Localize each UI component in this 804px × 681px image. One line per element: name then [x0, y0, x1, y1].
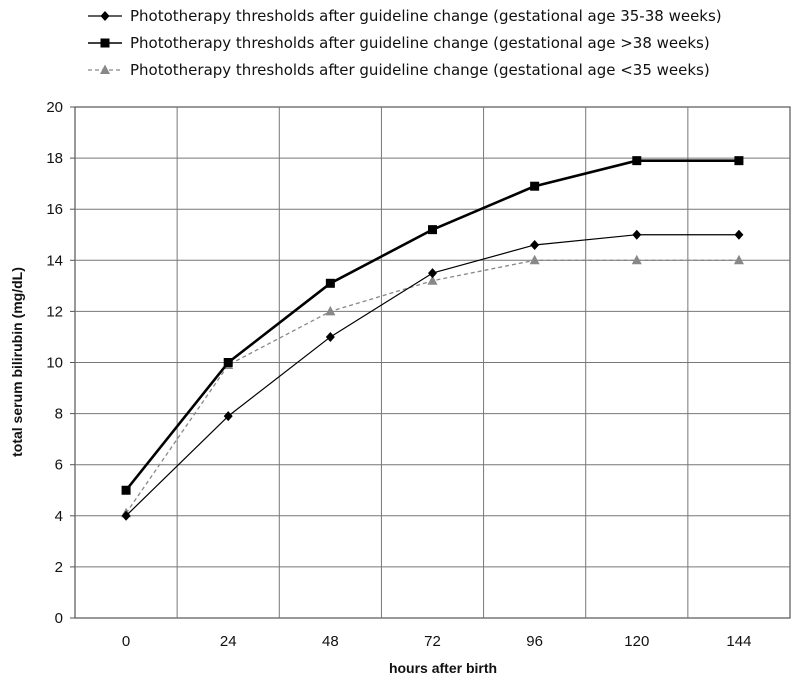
series-square	[121, 156, 744, 495]
x-tick-label: 0	[122, 633, 130, 650]
x-tick-label: 120	[624, 633, 649, 650]
legend-marker-square	[100, 38, 110, 48]
data-point-square	[325, 278, 335, 288]
legend-item: Phototherapy thresholds after guideline …	[88, 34, 710, 52]
x-axis-label: hours after birth	[389, 660, 497, 676]
y-tick-label: 20	[46, 99, 63, 116]
data-point-triangle	[529, 254, 540, 265]
chart-legend: Phototherapy thresholds after guideline …	[88, 7, 722, 79]
x-tick-label: 144	[726, 633, 751, 650]
legend-label: Phototherapy thresholds after guideline …	[130, 61, 710, 79]
data-point-square	[530, 181, 540, 191]
x-tick-label: 24	[220, 633, 237, 650]
data-point-square	[121, 485, 131, 495]
data-point-diamond	[428, 268, 437, 279]
data-point-diamond	[734, 229, 744, 240]
legend-marker-diamond	[100, 11, 110, 21]
y-tick-label: 6	[55, 457, 63, 474]
y-tick-label: 8	[55, 406, 63, 423]
legend-item: Phototherapy thresholds after guideline …	[88, 61, 710, 79]
y-tick-label: 2	[55, 559, 63, 576]
y-tick-label: 16	[46, 201, 63, 218]
series-diamond	[121, 229, 744, 521]
legend-label: Phototherapy thresholds after guideline …	[130, 7, 722, 25]
data-point-square	[734, 156, 744, 166]
legend-label: Phototherapy thresholds after guideline …	[130, 34, 710, 52]
data-point-square	[428, 225, 437, 235]
data-point-triangle	[427, 275, 438, 285]
series-triangle	[121, 254, 744, 518]
data-point-diamond	[530, 239, 540, 250]
data-point-diamond	[632, 229, 642, 240]
series-line-square	[125, 159, 739, 492]
data-point-diamond	[121, 510, 131, 521]
y-tick-label: 4	[55, 508, 63, 525]
data-point-triangle	[631, 254, 642, 265]
data-point-triangle	[733, 254, 744, 265]
data-point-diamond	[325, 331, 335, 342]
data-point-diamond	[223, 411, 233, 422]
data-point-square	[223, 358, 233, 367]
data-point-square	[632, 156, 642, 166]
series-line-triangle	[125, 259, 739, 514]
chart-grid	[74, 106, 791, 619]
legend-marker-triangle	[100, 64, 110, 74]
legend-item: Phototherapy thresholds after guideline …	[88, 7, 722, 25]
series-layer	[121, 156, 744, 521]
x-tick-label: 72	[424, 633, 441, 650]
y-tick-label: 14	[46, 252, 63, 269]
y-axis-label: total serum bilirubin (mg/dL)	[9, 267, 25, 457]
data-point-triangle	[325, 305, 336, 316]
y-tick-label: 0	[55, 610, 63, 627]
y-tick-label: 18	[46, 150, 63, 167]
x-tick-label: 96	[526, 633, 543, 650]
y-tick-label: 12	[46, 303, 63, 320]
x-tick-label: 48	[322, 633, 339, 650]
y-tick-label: 10	[46, 355, 63, 372]
